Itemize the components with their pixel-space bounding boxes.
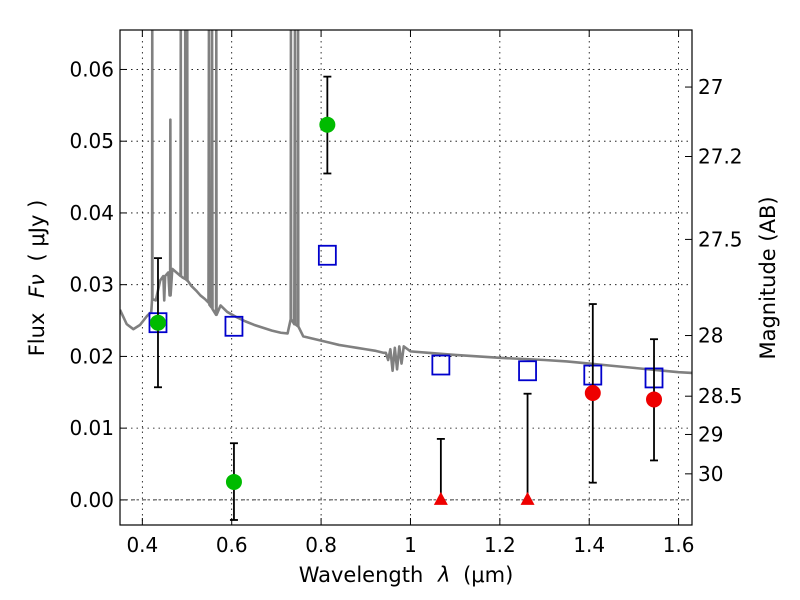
data-layer — [120, 30, 692, 521]
x-tick-label: 1 — [404, 533, 417, 557]
y2-tick-label: 27.2 — [698, 145, 743, 169]
green-data-point — [149, 314, 166, 331]
y-tick-label: 0.03 — [69, 273, 114, 297]
red-data-point — [584, 385, 601, 401]
x-axis-label-text: Wavelength — [299, 563, 424, 587]
y2-tick-label: 29 — [698, 422, 723, 446]
y-tick-label: 0.04 — [69, 201, 114, 225]
y2-tick-label: 27.5 — [698, 227, 743, 251]
grid — [120, 30, 692, 525]
red-triangle-marker — [433, 491, 448, 505]
x-tick-label: 1.2 — [484, 533, 516, 557]
red-triangle-marker — [520, 491, 535, 505]
y-tick-label: 0.01 — [69, 416, 114, 440]
y-tick-label: 0.05 — [69, 129, 114, 153]
x-tick-label: 0.4 — [126, 533, 158, 557]
x-tick-label: 1.4 — [573, 533, 605, 557]
model-square-marker — [224, 315, 244, 337]
spectrum-line — [120, 30, 692, 375]
y-axis-label-unit: ( μJy ) — [25, 200, 49, 262]
y-tick-label: 0.06 — [69, 57, 114, 81]
plot-frame — [119, 29, 693, 526]
y2-tick-label: 27 — [698, 75, 723, 99]
y2-tick-label: 28.5 — [698, 384, 743, 408]
green-data-point — [225, 473, 242, 490]
ticks: 0.4 0.6 0.8 1 1.2 1.4 1.6 0.00 0.01 0.02 0.03 0.04 0… — [69, 30, 743, 557]
red-data-point — [646, 391, 663, 408]
y2-tick-label: 28 — [698, 324, 723, 348]
x-axis-label-symbol: λ — [437, 563, 450, 587]
y-tick-label: 0.00 — [69, 488, 114, 512]
y-tick-label: 0.02 — [69, 344, 114, 368]
y2-axis-label: Magnitude (AB) — [756, 196, 780, 359]
x-axis-label: Wavelength λ (μm) — [299, 563, 514, 587]
x-tick-label: 0.8 — [305, 533, 337, 557]
x-axis-label-unit: (μm) — [463, 563, 513, 587]
y-axis-label-text: Flux — [25, 313, 49, 357]
y2-tick-label: 30 — [698, 462, 723, 486]
x-tick-label: 0.6 — [216, 533, 248, 557]
model-square-marker — [317, 244, 337, 266]
y-axis-label: Flux Fν ( μJy ) — [25, 200, 49, 357]
x-tick-label: 1.6 — [663, 533, 695, 557]
model-square-marker — [431, 354, 451, 376]
model-square-marker — [518, 360, 537, 382]
green-data-point — [319, 116, 336, 133]
y-axis-label-symbol: Fν — [25, 274, 49, 298]
